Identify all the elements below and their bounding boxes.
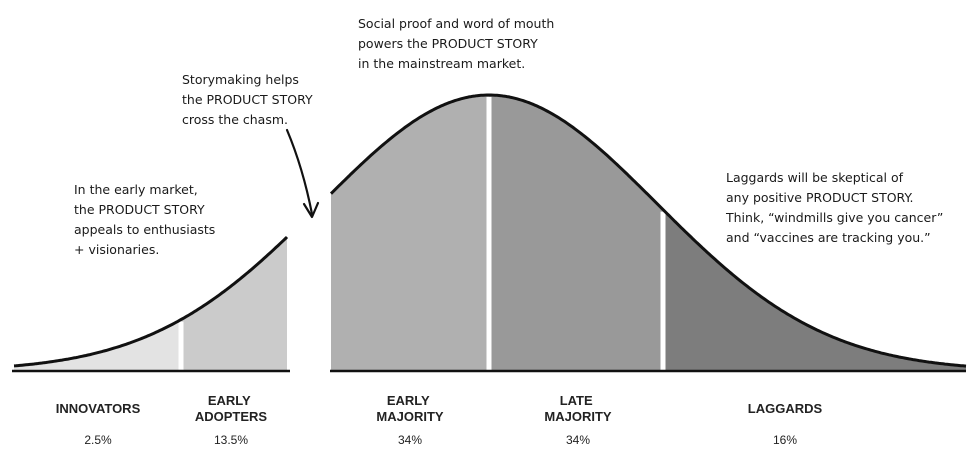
segment-area-3 — [489, 95, 663, 371]
segment-label-line: EARLY — [208, 393, 251, 408]
laggards-line: any positive PRODUCT STORY. — [726, 190, 914, 205]
early-market-line: appeals to enthusiasts — [74, 222, 215, 237]
segment-share-early-adopters: 13.5% — [214, 433, 248, 447]
chasm-line: Storymaking helps — [182, 72, 299, 87]
curve-areas — [14, 95, 966, 371]
segment-label-innovators: INNOVATORS — [56, 401, 141, 416]
chasm-annotation: Storymaking helps the PRODUCT STORY cros… — [182, 72, 317, 127]
segment-share-innovators: 2.5% — [84, 433, 112, 447]
mainstream-line: Social proof and word of mouth — [358, 16, 554, 31]
segment-area-2 — [331, 95, 489, 371]
curve-outline-mainstream-market — [329, 93, 967, 368]
chasm-arrow — [285, 128, 320, 219]
early-market-line: + visionaries. — [74, 242, 159, 257]
segment-area-0 — [14, 319, 181, 371]
segment-label-line: EARLY — [387, 393, 430, 408]
segment-label-late-majority: LATE MAJORITY — [544, 393, 612, 424]
segment-area-4 — [663, 209, 966, 371]
early-market-line: In the early market, — [74, 182, 198, 197]
early-market-annotation: In the early market, the PRODUCT STORY a… — [74, 182, 219, 257]
laggards-line: and “vaccines are tracking you.” — [726, 230, 931, 245]
segment-share-laggards: 16% — [773, 433, 797, 447]
mainstream-annotation: Social proof and word of mouth powers th… — [358, 16, 558, 71]
segment-label-line: LAGGARDS — [748, 401, 823, 416]
segment-label-line: LATE — [560, 393, 593, 408]
segment-label-laggards: LAGGARDS — [748, 401, 823, 416]
mainstream-line: in the mainstream market. — [358, 56, 525, 71]
chasm-line: cross the chasm. — [182, 112, 288, 127]
segment-share-late-majority: 34% — [566, 433, 590, 447]
curve-outline-early-market — [13, 235, 289, 368]
mainstream-line: powers the PRODUCT STORY — [358, 36, 538, 51]
laggards-line: Laggards will be skeptical of — [726, 170, 904, 185]
chasm-line: the PRODUCT STORY — [182, 92, 313, 107]
early-market-line: the PRODUCT STORY — [74, 202, 205, 217]
segment-label-early-adopters: EARLY ADOPTERS — [195, 393, 268, 424]
laggards-annotation: Laggards will be skeptical of any positi… — [725, 170, 947, 245]
laggards-line: Think, “windmills give you cancer” — [725, 210, 943, 225]
segment-label-early-majority: EARLY MAJORITY — [376, 393, 444, 424]
segment-label-line: ADOPTERS — [195, 409, 268, 424]
segment-label-line: INNOVATORS — [56, 401, 141, 416]
segment-label-line: MAJORITY — [376, 409, 444, 424]
segment-dividers — [178, 97, 666, 370]
segment-share-early-majority: 34% — [398, 433, 422, 447]
segment-area-1 — [181, 237, 287, 371]
segment-label-line: MAJORITY — [544, 409, 612, 424]
